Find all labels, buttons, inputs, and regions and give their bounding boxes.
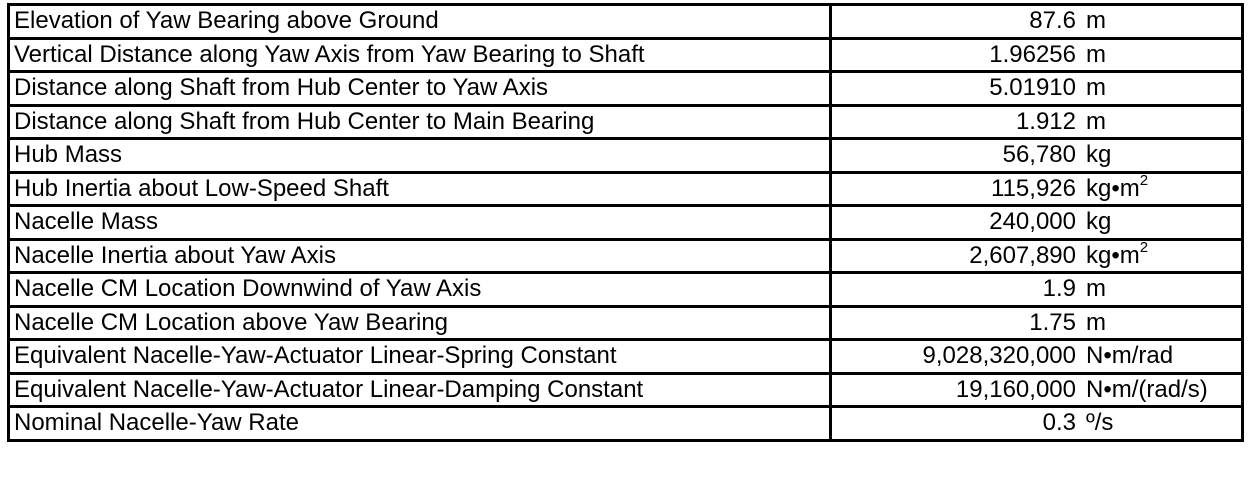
table-row: Hub Inertia about Low-Speed Shaft 115,92…: [7, 170, 1244, 207]
unit-text: m: [1086, 107, 1106, 135]
unit-text: m: [1086, 40, 1106, 68]
unit-text: m: [1086, 74, 1106, 102]
value-number: 9,028,320,000: [922, 342, 1076, 370]
value-unit: m: [1076, 41, 1106, 69]
value-number: 240,000: [989, 208, 1076, 236]
table-row: Equivalent Nacelle-Yaw-Actuator Linear-S…: [7, 338, 1244, 375]
value-number: 5.01910: [989, 74, 1076, 102]
value-number: 1.75: [1029, 308, 1076, 336]
value-cell: 2,607,890 kg•m2: [829, 237, 1244, 274]
table-row: Nacelle Mass 240,000 kg: [7, 204, 1244, 241]
table-row: Nacelle Inertia about Yaw Axis 2,607,890…: [7, 237, 1244, 274]
value-cell: 5.01910 m: [829, 70, 1244, 107]
value-unit: m: [1076, 74, 1106, 102]
table-row: Hub Mass 56,780 kg: [7, 137, 1244, 174]
property-cell: Nacelle CM Location Downwind of Yaw Axis: [7, 271, 832, 308]
unit-text: m: [1086, 7, 1106, 35]
value-unit: N•m/rad: [1076, 342, 1173, 370]
value-cell: 87.6 m: [829, 3, 1244, 40]
value-number: 56,780: [1002, 141, 1076, 169]
value-unit: m: [1076, 275, 1106, 303]
table-row: Nacelle CM Location Downwind of Yaw Axis…: [7, 271, 1244, 308]
value-number: 2,607,890: [969, 241, 1076, 269]
table-row: Nacelle CM Location above Yaw Bearing 1.…: [7, 304, 1244, 341]
value-cell: 56,780 kg: [829, 137, 1244, 174]
value-unit: kg: [1076, 208, 1111, 236]
value-unit: kg•m2: [1076, 238, 1149, 270]
unit-superscript: 2: [1139, 171, 1149, 189]
value-cell: 1.96256 m: [829, 36, 1244, 73]
table-body: Elevation of Yaw Bearing above Ground 87…: [7, 3, 1244, 442]
unit-text: kg•m: [1086, 241, 1140, 269]
unit-text: N•m/(rad/s): [1086, 375, 1208, 403]
value-number: 1.9: [1042, 275, 1076, 303]
value-cell: 0.3 º/s: [829, 405, 1244, 442]
property-cell: Distance along Shaft from Hub Center to …: [7, 103, 832, 140]
property-cell: Elevation of Yaw Bearing above Ground: [7, 3, 832, 40]
value-cell: 1.9 m: [829, 271, 1244, 308]
property-cell: Hub Mass: [7, 137, 832, 174]
value-unit: kg•m2: [1076, 171, 1149, 203]
value-number: 0.3: [1042, 409, 1076, 437]
value-cell: 115,926 kg•m2: [829, 170, 1244, 207]
table-row: Distance along Shaft from Hub Center to …: [7, 70, 1244, 107]
unit-text: m: [1086, 308, 1106, 336]
property-cell: Nacelle Inertia about Yaw Axis: [7, 237, 832, 274]
unit-text: kg•m: [1086, 174, 1140, 202]
value-unit: º/s: [1076, 409, 1113, 437]
unit-text: kg: [1086, 141, 1112, 169]
value-number: 1.912: [1015, 107, 1076, 135]
value-cell: 9,028,320,000 N•m/rad: [829, 338, 1244, 375]
table-row: Nominal Nacelle-Yaw Rate 0.3 º/s: [7, 405, 1244, 442]
value-cell: 240,000 kg: [829, 204, 1244, 241]
unit-superscript: 2: [1139, 238, 1149, 256]
value-number: 115,926: [991, 174, 1076, 202]
value-unit: N•m/(rad/s): [1076, 376, 1208, 404]
property-cell: Equivalent Nacelle-Yaw-Actuator Linear-S…: [7, 338, 832, 375]
property-cell: Nacelle CM Location above Yaw Bearing: [7, 304, 832, 341]
value-cell: 1.75 m: [829, 304, 1244, 341]
value-number: 87.6: [1029, 7, 1076, 35]
property-cell: Equivalent Nacelle-Yaw-Actuator Linear-D…: [7, 371, 832, 408]
unit-text: N•m/rad: [1086, 342, 1174, 370]
table-row: Elevation of Yaw Bearing above Ground 87…: [7, 3, 1244, 40]
table-row: Equivalent Nacelle-Yaw-Actuator Linear-D…: [7, 371, 1244, 408]
value-number: 19,160,000: [955, 375, 1076, 403]
property-cell: Distance along Shaft from Hub Center to …: [7, 70, 832, 107]
unit-text: º/s: [1086, 409, 1114, 437]
value-number: 1.96256: [989, 40, 1076, 68]
value-unit: kg: [1076, 141, 1111, 169]
property-cell: Hub Inertia about Low-Speed Shaft: [7, 170, 832, 207]
table-row: Distance along Shaft from Hub Center to …: [7, 103, 1244, 140]
unit-text: kg: [1086, 208, 1112, 236]
value-unit: m: [1076, 108, 1106, 136]
unit-text: m: [1086, 275, 1106, 303]
property-cell: Vertical Distance along Yaw Axis from Ya…: [7, 36, 832, 73]
value-unit: m: [1076, 7, 1106, 35]
nacelle-properties-table: Elevation of Yaw Bearing above Ground 87…: [7, 3, 1244, 442]
property-cell: Nominal Nacelle-Yaw Rate: [7, 405, 832, 442]
value-cell: 19,160,000 N•m/(rad/s): [829, 371, 1244, 408]
table-row: Vertical Distance along Yaw Axis from Ya…: [7, 36, 1244, 73]
value-unit: m: [1076, 309, 1106, 337]
value-cell: 1.912 m: [829, 103, 1244, 140]
property-cell: Nacelle Mass: [7, 204, 832, 241]
